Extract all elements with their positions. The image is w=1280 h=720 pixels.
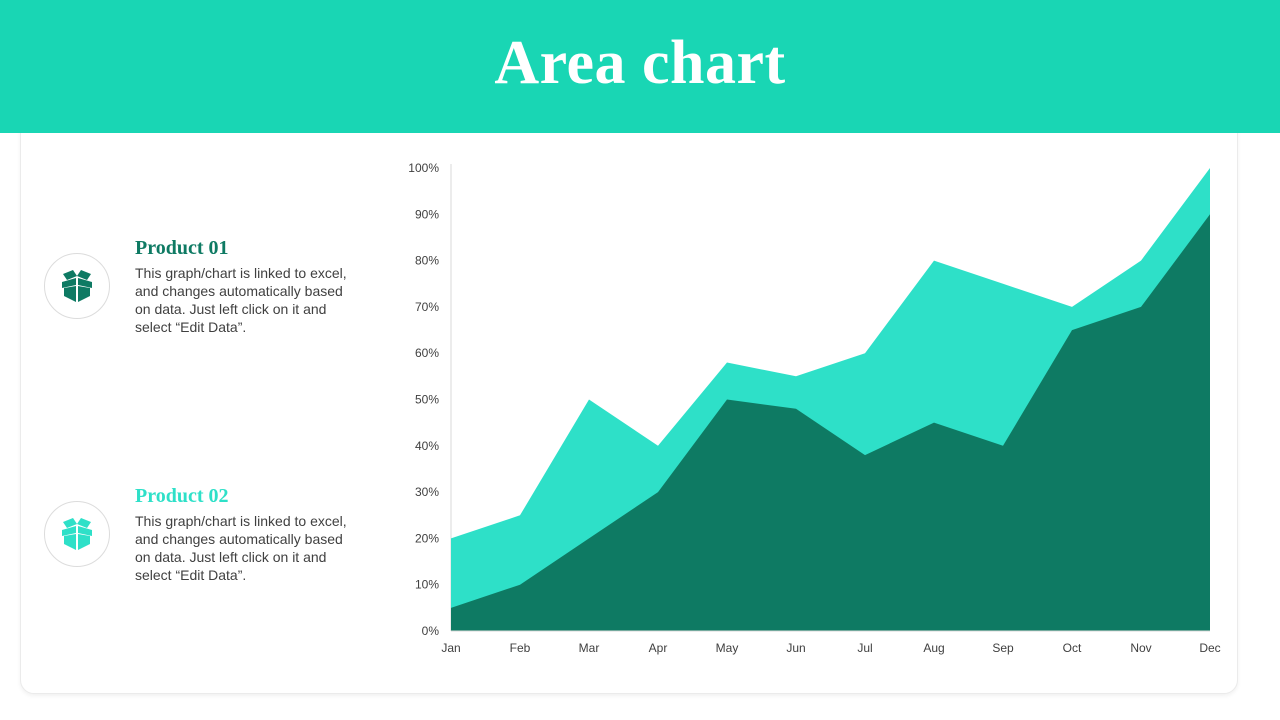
header-banner: Area chart (0, 0, 1280, 133)
product-01-icon-badge (44, 253, 110, 319)
y-tick-label: 80% (415, 254, 439, 268)
x-tick-label: Nov (1130, 641, 1151, 655)
y-tick-label: 70% (415, 300, 439, 314)
product-01-description: This graph/chart is linked to excel, and… (135, 265, 347, 335)
y-tick-label: 90% (415, 207, 439, 221)
x-tick-label: Sep (992, 641, 1014, 655)
x-tick-label: Mar (579, 641, 600, 655)
area-chart: 0% 10% 20% 30% 40% 50% 60% 70% 80% 90% 100% Jan Feb M… (408, 161, 1220, 655)
y-tick-label: 100% (408, 161, 439, 175)
x-tick-label: Jul (857, 641, 872, 655)
y-tick-label: 40% (415, 439, 439, 453)
x-tick-label: Dec (1199, 641, 1220, 655)
product-02-description: This graph/chart is linked to excel, and… (135, 513, 347, 583)
y-tick-label: 50% (415, 393, 439, 407)
x-tick-label: Oct (1063, 641, 1082, 655)
x-tick-label: Apr (649, 641, 668, 655)
x-tick-label: Feb (510, 641, 531, 655)
x-tick-label: Jun (786, 641, 805, 655)
product-02-icon-badge (44, 501, 110, 567)
x-tick-label: Jan (441, 641, 460, 655)
y-tick-label: 30% (415, 485, 439, 499)
box-icon (62, 518, 92, 550)
x-tick-label: Aug (923, 641, 944, 655)
box-icon (62, 270, 92, 302)
page-title: Area chart (494, 29, 786, 97)
product-02-title: Product 02 (135, 485, 229, 507)
y-tick-label: 0% (422, 624, 440, 638)
area-series-product-01 (451, 214, 1210, 632)
y-tick-label: 60% (415, 346, 439, 360)
y-tick-label: 10% (415, 578, 439, 592)
x-tick-label: May (716, 641, 739, 655)
product-01-title: Product 01 (135, 237, 229, 259)
y-tick-label: 20% (415, 531, 439, 545)
